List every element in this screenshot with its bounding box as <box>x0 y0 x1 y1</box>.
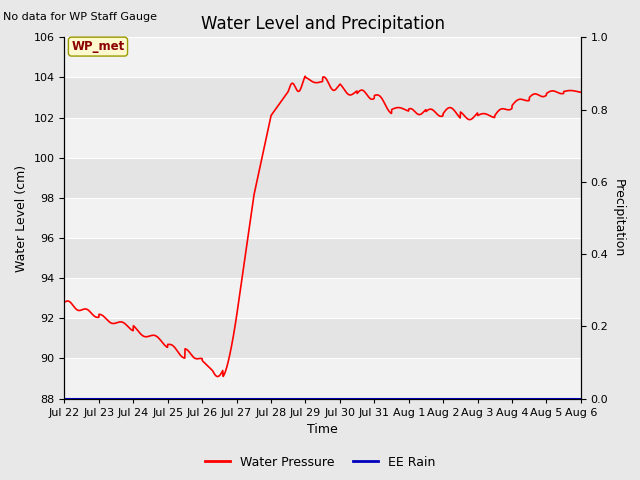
Bar <box>65 158 581 198</box>
Bar <box>65 118 581 158</box>
Bar <box>65 278 581 318</box>
X-axis label: Time: Time <box>307 423 338 436</box>
Bar <box>65 77 581 118</box>
Y-axis label: Water Level (cm): Water Level (cm) <box>15 165 28 272</box>
Title: Water Level and Precipitation: Water Level and Precipitation <box>200 15 445 33</box>
Bar <box>65 318 581 359</box>
Bar <box>65 37 581 77</box>
Y-axis label: Precipitation: Precipitation <box>612 179 625 257</box>
Text: No data for WP Staff Gauge: No data for WP Staff Gauge <box>3 12 157 22</box>
Bar <box>65 238 581 278</box>
Bar <box>65 359 581 398</box>
Text: WP_met: WP_met <box>71 40 125 53</box>
Bar <box>65 198 581 238</box>
Legend: Water Pressure, EE Rain: Water Pressure, EE Rain <box>200 451 440 474</box>
